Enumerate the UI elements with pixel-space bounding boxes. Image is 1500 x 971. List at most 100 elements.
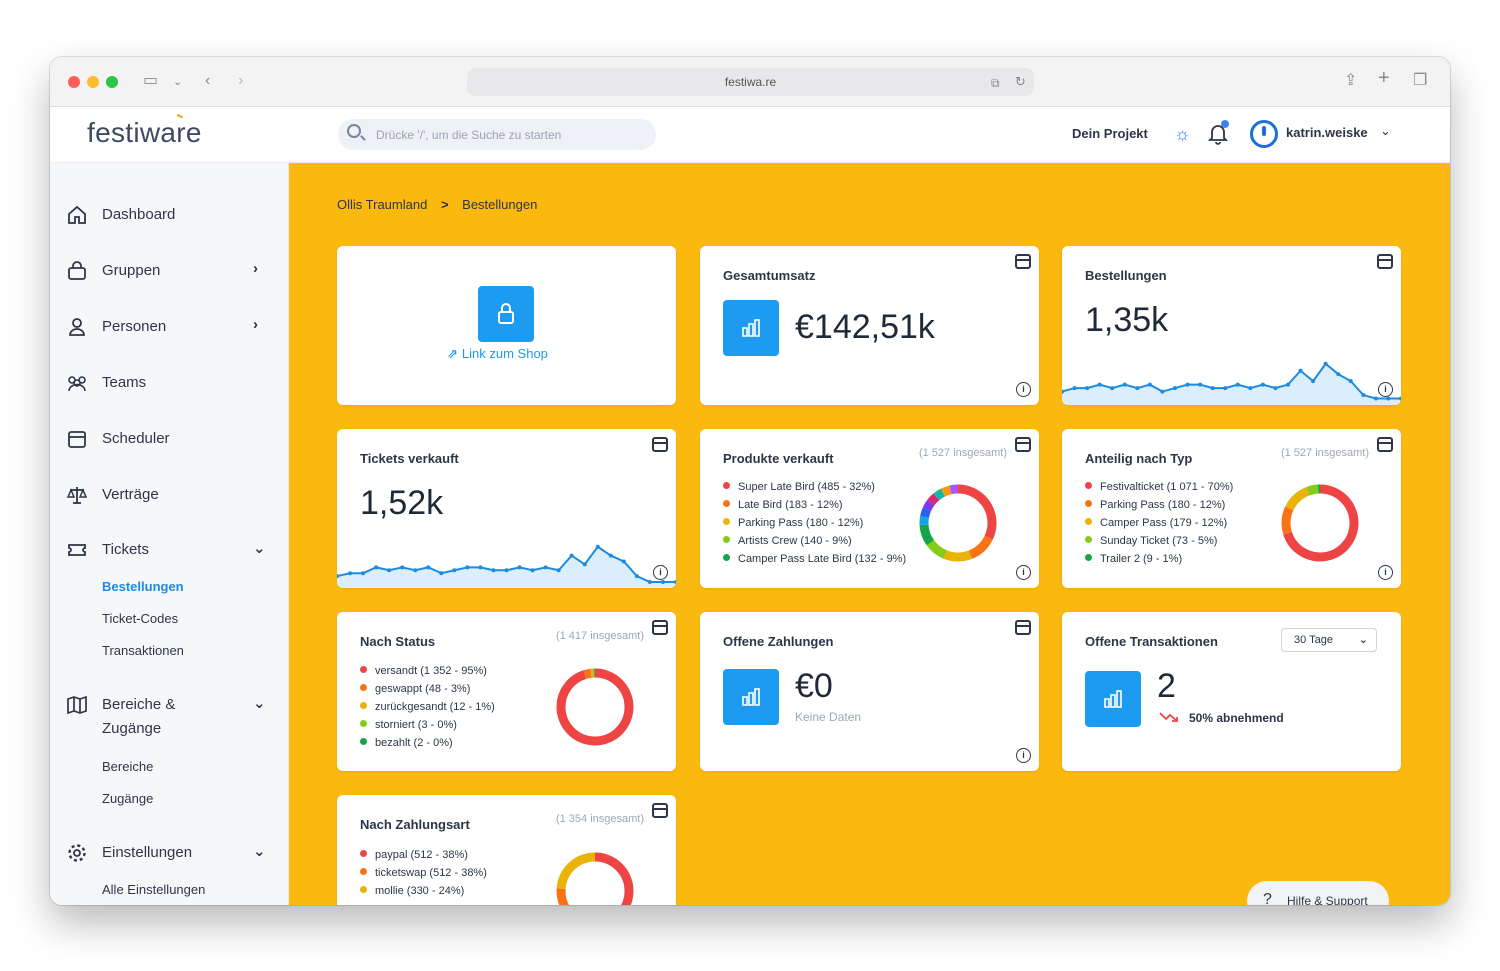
sparkline-point (1235, 382, 1240, 387)
breadcrumb: Ollis Traumland > Bestellungen (337, 197, 537, 212)
logo[interactable]: festiware (87, 114, 202, 149)
close-window-button[interactable] (68, 76, 80, 88)
sidebar-item-teams[interactable]: Teams (50, 363, 289, 403)
reload-icon[interactable]: ↻ (1015, 74, 1026, 89)
address-bar[interactable]: festiwa.re ⧉ ↻ (467, 68, 1034, 96)
calendar-icon[interactable] (1377, 254, 1393, 269)
sidebar-subitem-zugaenge[interactable]: Zugänge (102, 791, 154, 806)
forward-icon[interactable]: › (238, 72, 244, 89)
sparkline-point (504, 568, 509, 573)
legend-dot (1085, 482, 1092, 489)
chart-bars-icon (1085, 671, 1141, 727)
shop-link[interactable]: ⇗ Link zum Shop (447, 346, 548, 362)
lock-icon[interactable] (478, 286, 534, 342)
new-tab-icon[interactable]: + (1378, 67, 1390, 89)
map-icon (67, 695, 87, 715)
zoom-window-button[interactable] (106, 76, 118, 88)
project-switcher[interactable]: Dein Projekt (1072, 126, 1148, 141)
donut-slice (556, 668, 634, 746)
translate-icon[interactable]: ⧉ (991, 76, 1000, 90)
info-icon[interactable]: i (1378, 565, 1393, 580)
sidebar-subitem-bestellungen[interactable]: Bestellungen (102, 579, 184, 594)
share-icon[interactable]: ⇪ (1344, 72, 1358, 89)
legend-label: ticketswap (512 - 38%) (375, 867, 487, 879)
sidebar-item-dashboard[interactable]: Dashboard (50, 195, 289, 235)
donut-slice (1281, 484, 1359, 562)
bell-icon[interactable] (1208, 123, 1228, 145)
breadcrumb-root[interactable]: Ollis Traumland (337, 197, 428, 212)
calendar-icon[interactable] (652, 437, 668, 452)
sidebar-item-label: Dashboard (102, 206, 176, 223)
sidebar-subitem-alle-einstellungen[interactable]: Alle Einstellungen (102, 882, 206, 897)
sidebar-subitem-bereiche[interactable]: Bereiche (102, 759, 154, 774)
sidebar-subitem-transaktionen[interactable]: Transaktionen (102, 643, 184, 658)
sidebar-item-label: Verträge (102, 486, 159, 503)
sidebar-item-scheduler[interactable]: Scheduler (50, 419, 289, 459)
sparkline-point (1097, 382, 1102, 387)
sidebar-item-einstellungen[interactable]: Einstellungen ⌄ (50, 833, 289, 873)
tabs-overview-icon[interactable]: ❐ (1413, 72, 1428, 89)
chevron-down-icon[interactable]: ⌄ (173, 76, 183, 88)
legend-label: geswappt (48 - 3%) (375, 683, 471, 695)
chart-bars-icon (723, 300, 779, 356)
legend-label: Festivalticket (1 071 - 70%) (1100, 481, 1234, 493)
info-icon[interactable]: i (1016, 565, 1031, 580)
sidebar-item-tickets[interactable]: Tickets ⌄ (50, 530, 289, 570)
main-content: Ollis Traumland > Bestellungen ⇗ Link zum… (289, 163, 1450, 905)
sidebar-toggle-icon[interactable]: ▭ (143, 72, 159, 89)
legend-item: mollie (330 - 24%) (360, 882, 487, 900)
open-payments-empty: Keine Daten (795, 710, 862, 724)
calendar-icon[interactable] (1377, 437, 1393, 452)
chevron-right-icon: › (253, 316, 258, 333)
ticket-icon (68, 544, 86, 556)
status-card: Nach Status (1 417 insgesamt) versandt (… (337, 612, 676, 771)
sidebar-item-gruppen[interactable]: Gruppen › (50, 251, 289, 291)
legend-dot (723, 500, 730, 507)
sparkline-point (569, 553, 574, 558)
chevron-down-icon[interactable]: ⌄ (1380, 123, 1391, 138)
sparkline-point (1311, 379, 1316, 384)
info-icon[interactable]: i (1016, 382, 1031, 397)
sidebar-subitem-ticket-codes[interactable]: Ticket-Codes (102, 611, 179, 626)
sidebar-item-label: Einstellungen (102, 844, 193, 861)
sidebar-item-bereiche[interactable]: Bereiche & Zugänge ⌄ (50, 685, 289, 741)
help-support-button[interactable]: ? Hilfe & Support (1247, 881, 1389, 905)
info-icon[interactable]: i (1378, 382, 1393, 397)
avatar[interactable] (1250, 120, 1278, 148)
legend-dot (723, 482, 730, 489)
sparkline-point (1373, 396, 1378, 401)
search-input[interactable]: Drücke '/', um die Suche zu starten (338, 119, 656, 150)
sparkline-point (1386, 396, 1391, 401)
sidebar-item-personen[interactable]: Personen › (50, 307, 289, 347)
minimize-window-button[interactable] (87, 76, 99, 88)
sparkline-point (1223, 386, 1228, 391)
period-select[interactable]: 30 Tage ⌄ (1281, 628, 1377, 652)
info-icon[interactable]: i (653, 565, 668, 580)
sparkline-point (465, 565, 470, 570)
sparkline-point (413, 568, 418, 573)
sparkline-point (1273, 386, 1278, 391)
shop-link-label: Link zum Shop (461, 346, 548, 361)
user-name[interactable]: katrin.weiske (1286, 125, 1368, 140)
sparkline-line (1062, 362, 1401, 400)
legend-item: Camper Pass (179 - 12%) (1085, 514, 1233, 532)
products-donut (919, 484, 997, 562)
revenue-card: Gesamtumsatz €142,51k i (700, 246, 1039, 405)
calendar-icon[interactable] (1015, 437, 1031, 452)
sparkline-point (400, 565, 405, 570)
calendar-icon[interactable] (652, 803, 668, 818)
calendar-icon[interactable] (652, 620, 668, 635)
legend-dot (360, 868, 367, 875)
legend-label: Trailer 2 (9 - 1%) (1100, 553, 1183, 565)
calendar-icon[interactable] (1015, 620, 1031, 635)
back-icon[interactable]: ‹ (205, 72, 211, 89)
chevron-down-icon: ⌄ (1358, 634, 1368, 646)
sidebar-item-label: Tickets (102, 541, 149, 558)
calendar-icon[interactable] (1015, 254, 1031, 269)
legend-dot (360, 720, 367, 727)
legend-item: Super Late Bird (485 - 32%) (723, 478, 906, 496)
sidebar-item-vertraege[interactable]: Verträge (50, 475, 289, 515)
sun-icon[interactable]: ☼ (1174, 124, 1191, 144)
sparkline-point (452, 568, 457, 573)
info-icon[interactable]: i (1016, 748, 1031, 763)
